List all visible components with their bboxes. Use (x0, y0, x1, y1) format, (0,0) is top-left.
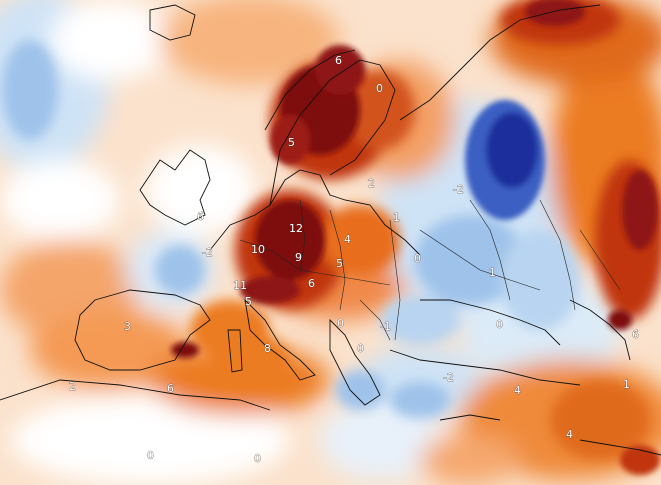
value-label: 5 (336, 257, 343, 270)
value-label: 11 (233, 279, 247, 292)
value-label: -1 (380, 320, 391, 333)
value-label: 0 (376, 82, 383, 95)
value-label: 6 (632, 328, 639, 341)
value-label: 6 (167, 382, 174, 395)
value-label: 3 (124, 320, 131, 333)
value-label: 4 (344, 233, 351, 246)
value-label: 0 (147, 449, 154, 462)
value-label: 1 (623, 378, 630, 391)
value-label: 0 (357, 342, 364, 355)
country-borders (239, 199, 621, 341)
value-label: 6 (335, 54, 342, 67)
value-label: 10 (251, 243, 265, 256)
value-label: 0 (254, 452, 261, 465)
value-label: 1 (489, 266, 496, 279)
value-label: -2 (453, 183, 464, 196)
value-labels: 6 0 5 -2 6 12 10 9 4 -2 11 5 5 6 1 0 1 3… (69, 54, 640, 466)
value-label: 0 (414, 252, 421, 265)
value-label: 1 (393, 211, 400, 224)
value-label: 0 (337, 317, 344, 330)
value-label: 12 (289, 222, 303, 235)
value-label: 2 (69, 380, 76, 393)
value-label: 5 (245, 295, 252, 308)
coastlines (0, 4, 661, 456)
value-label: 4 (566, 428, 573, 441)
value-label: 4 (514, 384, 521, 397)
value-label: -2 (202, 246, 213, 259)
value-label: -2 (443, 371, 454, 384)
value-label: 8 (264, 342, 271, 355)
value-label: 5 (288, 136, 295, 149)
value-label: 6 (308, 277, 315, 290)
value-label: 2 (368, 177, 375, 190)
value-label: 0 (496, 318, 503, 331)
value-label: 6 (197, 210, 204, 223)
value-label: 9 (295, 251, 302, 264)
